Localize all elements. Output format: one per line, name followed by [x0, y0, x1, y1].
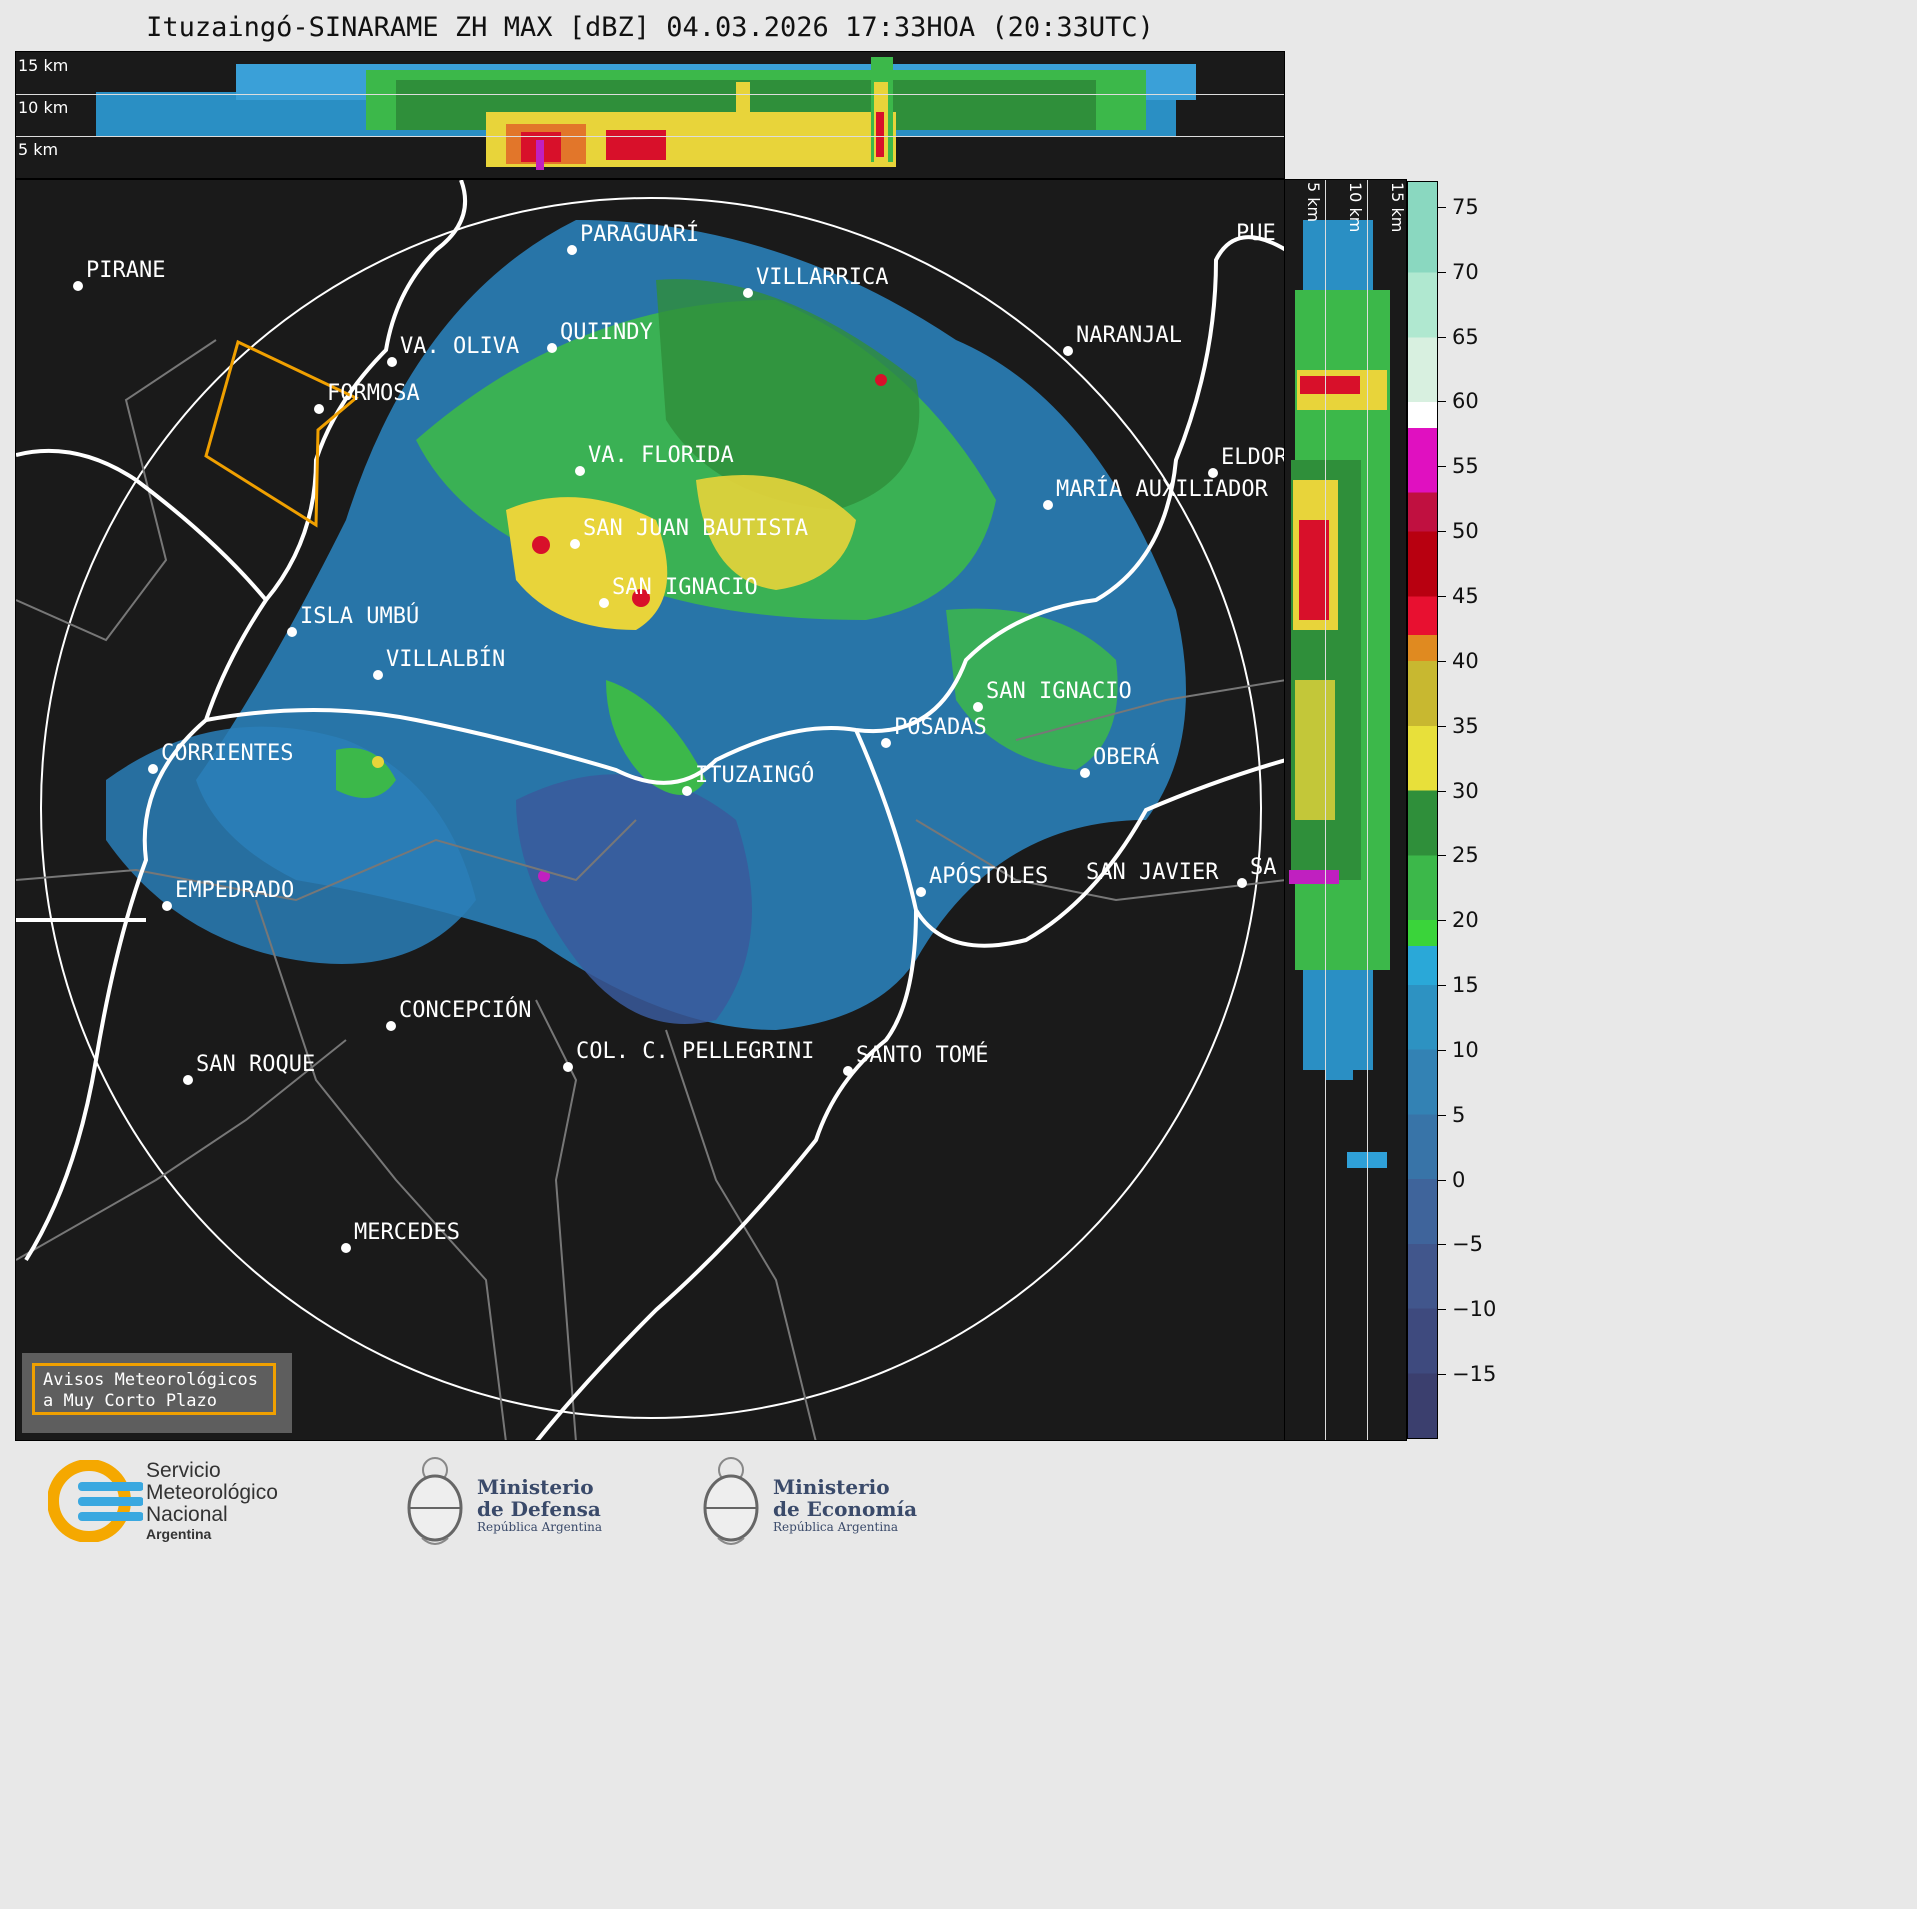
top-cross-section-panel: 15 km 10 km 5 km: [15, 51, 1285, 179]
top-15km-label: 15 km: [18, 56, 69, 75]
top-10km-label: 10 km: [18, 98, 69, 117]
colorbar-tick-label: 50: [1452, 519, 1479, 544]
colorbar-tick: [1438, 401, 1446, 403]
colorbar-tick-label: 75: [1452, 194, 1479, 219]
colorbar-tick-label: 55: [1452, 454, 1479, 479]
smn-logo: Servicio Meteorológico Nacional Argentin…: [48, 1458, 328, 1548]
defensa-line2: de Defensa: [477, 1497, 601, 1521]
colorbar-tick: [1438, 1374, 1446, 1376]
economia-logo: Ministerio de Economía República Argenti…: [698, 1452, 938, 1552]
colorbar-tick: [1438, 1179, 1446, 1181]
colorbar-tick-label: 25: [1452, 843, 1479, 868]
side-10km-label: 10 km: [1346, 182, 1365, 233]
colorbar-tick-label: −5: [1452, 1232, 1483, 1257]
colorbar-tick: [1438, 985, 1446, 987]
colorbar-tick: [1438, 271, 1446, 273]
defensa-logo: Ministerio de Defensa República Argentin…: [402, 1452, 632, 1552]
side-10km-line: [1367, 180, 1368, 1440]
defensa-line3: República Argentina: [477, 1520, 603, 1534]
warning-legend-line1: Avisos Meteorológicos: [43, 1370, 258, 1390]
colorbar-tick-label: 30: [1452, 778, 1479, 803]
economia-coat-of-arms-icon: [703, 1457, 759, 1545]
range-ring: [40, 197, 1262, 1419]
side-5km-line: [1325, 180, 1326, 1440]
colorbar-tick-label: 40: [1452, 648, 1479, 673]
smn-emblem-icon: [48, 1460, 143, 1542]
colorbar-tick: [1438, 920, 1446, 922]
colorbar-tick: [1438, 336, 1446, 338]
colorbar-tick-label: 45: [1452, 584, 1479, 608]
defensa-line1: Ministerio: [477, 1475, 594, 1499]
colorbar-tick-label: 10: [1452, 1037, 1479, 1062]
colorbar-tick: [1438, 531, 1446, 533]
radar-echo: [106, 220, 1186, 1030]
economia-line3: República Argentina: [773, 1520, 899, 1534]
radar-map-panel: PIRANE PARAGUARÍ VILLARRICA QUIINDY VA. …: [15, 179, 1285, 1441]
colorbar-tick-label: 35: [1452, 713, 1479, 738]
colorbar-tick: [1438, 790, 1446, 792]
colorbar-tick-label: 20: [1452, 908, 1479, 933]
smn-line2: Meteorológico: [146, 1481, 278, 1504]
smn-line4: Argentina: [146, 1526, 212, 1542]
colorbar: [1407, 181, 1438, 1439]
defensa-coat-of-arms-icon: [407, 1457, 463, 1545]
colorbar-tick: [1438, 660, 1446, 662]
side-cross-section-panel: 5 km 10 km 15 km: [1284, 179, 1407, 1441]
top-cross-section-echo: [96, 57, 1196, 170]
colorbar-tick-label: −15: [1452, 1362, 1497, 1387]
warning-legend-box: Avisos Meteorológicos a Muy Corto Plazo: [22, 1353, 292, 1433]
rivers-borders: [16, 180, 1284, 1440]
colorbar-tick-label: 15: [1452, 973, 1479, 998]
warning-legend-line2: a Muy Corto Plazo: [43, 1391, 217, 1411]
economia-line1: Ministerio: [773, 1475, 890, 1499]
top-5km-label: 5 km: [18, 140, 59, 159]
smn-line1: Servicio: [146, 1459, 221, 1482]
colorbar-tick-label: 70: [1452, 259, 1479, 284]
top-10km-line: [16, 94, 1284, 95]
side-5km-label: 5 km: [1304, 182, 1323, 223]
province-boundaries: [16, 339, 1284, 1440]
colorbar-tick: [1438, 855, 1446, 857]
side-15km-label: 15 km: [1388, 182, 1407, 233]
side-cross-section-echo: [1289, 220, 1390, 1168]
colorbar-tick: [1438, 1309, 1446, 1311]
colorbar-tick-label: 0: [1452, 1167, 1466, 1192]
colorbar-tick: [1438, 1244, 1446, 1246]
warning-polygon: [204, 339, 359, 528]
colorbar-tick-label: 60: [1452, 389, 1479, 414]
colorbar-tick: [1438, 1114, 1446, 1116]
colorbar-tick-label: 5: [1452, 1102, 1466, 1127]
colorbar-tick: [1438, 596, 1446, 597]
economia-line2: de Economía: [773, 1497, 918, 1521]
colorbar-tick: [1438, 1049, 1446, 1051]
colorbar-tick: [1438, 725, 1446, 727]
chart-title: Ituzaingó-SINARAME ZH MAX [dBZ] 04.03.20…: [146, 12, 1154, 43]
radar-map-svg: [16, 180, 1284, 1440]
colorbar-tick: [1438, 466, 1446, 468]
colorbar-tick-label: −10: [1452, 1297, 1497, 1322]
colorbar-tick: [1438, 206, 1446, 208]
colorbar-tick-label: 65: [1452, 324, 1479, 349]
top-5km-line: [16, 136, 1284, 137]
smn-line3: Nacional: [146, 1503, 228, 1526]
